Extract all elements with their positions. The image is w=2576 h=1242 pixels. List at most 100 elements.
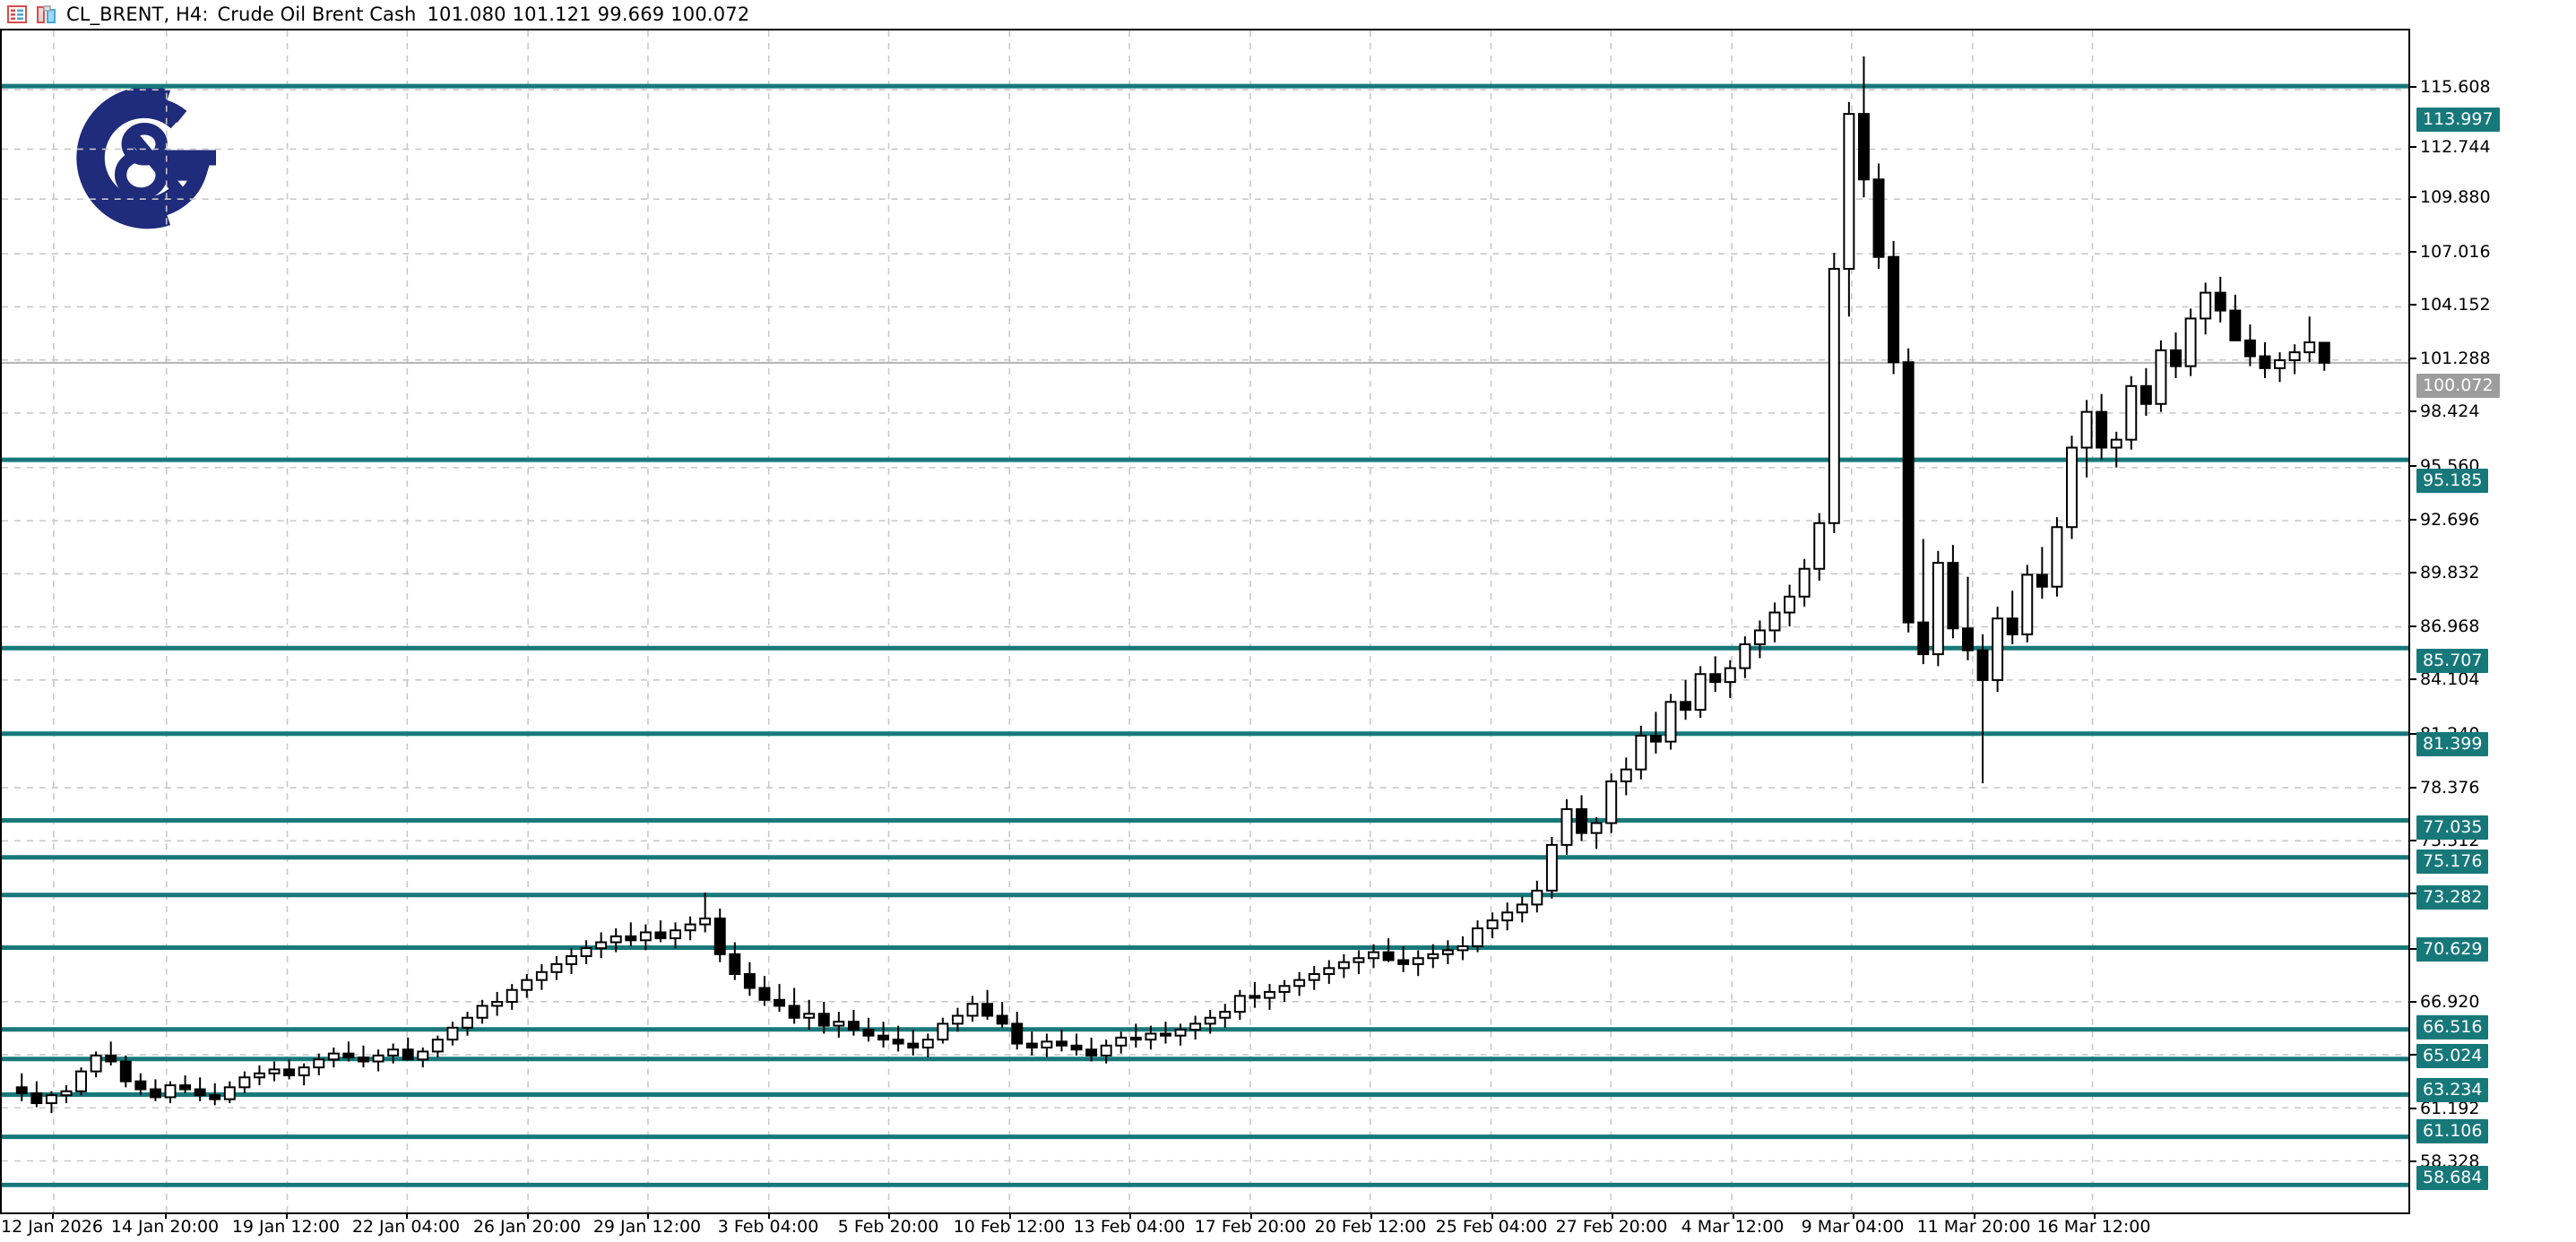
price-tick-value: 78.376 bbox=[2420, 777, 2480, 798]
axis-tick-mark bbox=[647, 1214, 649, 1219]
axis-tick-mark bbox=[1853, 1214, 1854, 1219]
candlestick-series bbox=[15, 56, 2330, 1114]
price-tick-value: 109.880 bbox=[2420, 186, 2491, 207]
price-tick-label: 107.016 bbox=[2410, 241, 2491, 262]
time-tick-label: 16 Mar 12:00 bbox=[2036, 1217, 2151, 1237]
axis-tick-mark bbox=[1612, 1214, 1613, 1219]
axis-tick-mark bbox=[2410, 786, 2416, 789]
axis-tick-mark bbox=[888, 1214, 890, 1219]
axis-tick-mark bbox=[1250, 1214, 1252, 1219]
time-tick-label: 5 Feb 20:00 bbox=[837, 1217, 939, 1237]
price-tick-label: 61.192 bbox=[2410, 1100, 2479, 1117]
time-tick-label: 29 Jan 12:00 bbox=[592, 1217, 702, 1237]
axis-tick-mark bbox=[2094, 1214, 2096, 1219]
price-level-label[interactable]: 85.707 bbox=[2416, 649, 2489, 674]
axis-tick-mark bbox=[768, 1214, 770, 1219]
axis-tick-mark bbox=[2410, 465, 2416, 468]
axis-tick-mark bbox=[2410, 518, 2416, 521]
price-tick-value: 86.968 bbox=[2420, 616, 2480, 636]
price-level-label[interactable]: 73.282 bbox=[2416, 885, 2489, 910]
price-level-label[interactable]: 75.176 bbox=[2416, 850, 2489, 875]
price-tick-label: 86.968 bbox=[2410, 616, 2480, 636]
time-tick-label: 9 Mar 04:00 bbox=[1801, 1217, 1905, 1237]
axis-tick-mark bbox=[2410, 410, 2416, 413]
time-tick-label: 14 Jan 20:00 bbox=[110, 1217, 220, 1237]
price-tick-value: 107.016 bbox=[2420, 241, 2491, 262]
axis-tick-mark bbox=[2410, 1107, 2416, 1109]
price-level-label[interactable]: 66.516 bbox=[2416, 1015, 2489, 1040]
axis-tick-mark bbox=[2410, 733, 2416, 736]
axis-tick-mark bbox=[165, 1214, 167, 1219]
axis-tick-mark bbox=[1974, 1214, 1975, 1219]
chart-plot-area[interactable] bbox=[0, 29, 2410, 1214]
price-tick-label: 112.744 bbox=[2410, 136, 2491, 157]
price-tick-value: 115.608 bbox=[2420, 77, 2491, 98]
price-axis[interactable]: 115.608 112.744 109.880 107.016 104.152 101.2… bbox=[2410, 29, 2576, 1214]
axis-tick-mark bbox=[2410, 250, 2416, 253]
axis-tick-mark bbox=[527, 1214, 529, 1219]
chart-title-text: CL_BRENT, H4: Crude Oil Brent Cash 101.080… bbox=[66, 4, 749, 25]
axis-tick-mark bbox=[2410, 947, 2416, 950]
axis-tick-mark bbox=[2410, 678, 2416, 681]
price-tick-label: 66.920 bbox=[2410, 994, 2479, 1011]
price-tick-value: 66.920 bbox=[2420, 992, 2480, 1013]
price-tick-label: 89.832 bbox=[2410, 565, 2479, 582]
axis-tick-mark bbox=[2410, 86, 2416, 89]
price-tick-value: 61.192 bbox=[2420, 1098, 2480, 1118]
price-tick-label: 84.104 bbox=[2410, 671, 2479, 688]
time-axis[interactable]: 12 Jan 2026 14 Jan 20:00 19 Jan 12:00 22 Ja… bbox=[0, 1214, 2410, 1242]
price-level-label[interactable]: 58.684 bbox=[2416, 1166, 2489, 1191]
price-tick-label: 98.424 bbox=[2410, 403, 2479, 420]
price-tick-label: 109.880 bbox=[2410, 186, 2491, 207]
price-tick-value: 84.104 bbox=[2420, 669, 2480, 690]
axis-tick-mark bbox=[2410, 625, 2416, 627]
time-tick-label: 25 Feb 04:00 bbox=[1435, 1217, 1548, 1237]
price-tick-value: 101.288 bbox=[2420, 348, 2491, 368]
axis-tick-mark bbox=[2410, 572, 2416, 574]
time-tick-label: 22 Jan 04:00 bbox=[351, 1217, 461, 1237]
price-tick-value: 89.832 bbox=[2420, 563, 2480, 583]
time-tick-label: 11 Mar 20:00 bbox=[1916, 1217, 2031, 1237]
price-tick-value: 98.424 bbox=[2420, 401, 2480, 422]
axis-tick-mark bbox=[2410, 1054, 2416, 1057]
price-tick-value: 104.152 bbox=[2420, 295, 2491, 315]
price-level-label[interactable]: 113.997 bbox=[2416, 107, 2500, 132]
price-level-label[interactable]: 63.234 bbox=[2416, 1078, 2489, 1103]
axis-tick-mark bbox=[406, 1214, 408, 1219]
axis-tick-mark bbox=[1733, 1214, 1734, 1219]
time-tick-label: 3 Feb 04:00 bbox=[717, 1217, 819, 1237]
price-tick-value: 92.696 bbox=[2420, 509, 2480, 530]
price-level-label[interactable]: 70.629 bbox=[2416, 936, 2489, 962]
list-view-icon[interactable] bbox=[7, 5, 27, 23]
price-tick-label: 115.608 bbox=[2410, 79, 2491, 96]
axis-tick-mark bbox=[1129, 1214, 1131, 1219]
price-tick-value: 112.744 bbox=[2420, 136, 2491, 157]
axis-tick-mark bbox=[2410, 145, 2416, 148]
axis-tick-mark bbox=[2410, 840, 2416, 842]
chart-ohlc-values: 101.080 101.121 99.669 100.072 bbox=[427, 4, 750, 25]
axis-tick-mark bbox=[1370, 1214, 1372, 1219]
axis-tick-mark bbox=[2410, 893, 2416, 895]
axis-tick-mark bbox=[2410, 357, 2416, 359]
axis-tick-mark bbox=[2410, 1001, 2416, 1004]
axis-tick-mark bbox=[2410, 195, 2416, 198]
time-tick-label: 4 Mar 12:00 bbox=[1681, 1217, 1785, 1237]
axis-tick-mark bbox=[286, 1214, 288, 1219]
time-tick-label: 13 Feb 04:00 bbox=[1073, 1217, 1186, 1237]
chart-title-bar: CL_BRENT, H4: Crude Oil Brent Cash 101.080… bbox=[0, 0, 2576, 29]
price-level-label[interactable]: 77.035 bbox=[2416, 815, 2489, 840]
time-tick-label: 12 Jan 2026 bbox=[1, 1217, 103, 1237]
price-tick-label: 78.376 bbox=[2410, 777, 2480, 798]
time-tick-label: 26 Jan 20:00 bbox=[472, 1217, 582, 1237]
last-price-label[interactable]: 100.072 bbox=[2416, 373, 2500, 398]
axis-tick-mark bbox=[2410, 1160, 2416, 1163]
price-level-label[interactable]: 81.399 bbox=[2416, 731, 2489, 756]
price-level-label[interactable]: 95.185 bbox=[2416, 469, 2489, 494]
time-tick-label: 17 Feb 20:00 bbox=[1194, 1217, 1307, 1237]
axis-tick-mark bbox=[1009, 1214, 1011, 1219]
chart-symbol-label: CL_BRENT, H4: bbox=[66, 4, 209, 25]
bar-chart-icon[interactable] bbox=[36, 4, 57, 24]
price-level-label[interactable]: 61.106 bbox=[2416, 1118, 2489, 1143]
price-level-label[interactable]: 65.024 bbox=[2416, 1043, 2489, 1068]
